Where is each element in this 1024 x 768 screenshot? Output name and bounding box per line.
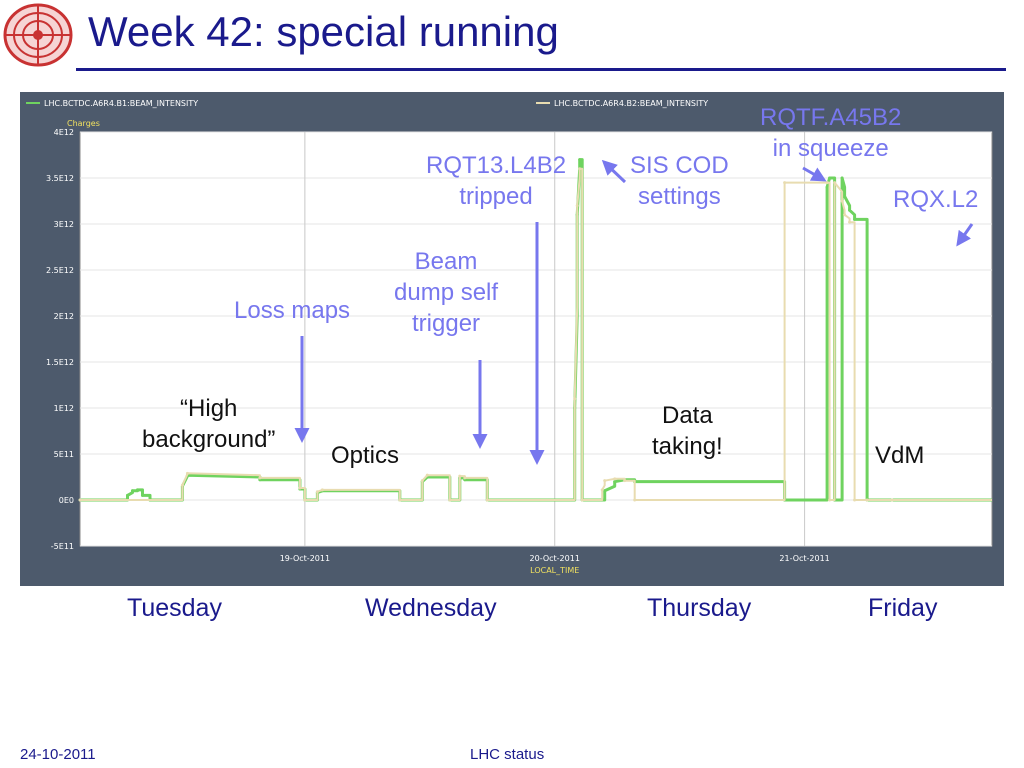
data-point	[78, 498, 82, 502]
annotation-high-background: “High background”	[142, 395, 276, 454]
annotation-rqx-l2: RQX.L2	[893, 186, 979, 213]
data-point	[135, 488, 139, 492]
annotation-sis-cod-settings: SIS COD settings	[630, 152, 729, 211]
y-tick-label: 3E12	[54, 220, 74, 229]
data-point	[485, 498, 489, 502]
y-tick-label: 2E12	[54, 312, 74, 321]
data-point	[825, 181, 829, 185]
slide-title: Week 42: special running	[88, 8, 559, 55]
x-axis-title: LOCAL_TIME	[530, 566, 579, 575]
y-tick-label: 2.5E12	[46, 266, 74, 275]
data-point	[578, 158, 582, 162]
data-point	[573, 397, 577, 401]
data-point	[843, 194, 847, 198]
day-label-tuesday: Tuesday	[127, 594, 222, 622]
data-point	[603, 479, 607, 483]
data-point	[185, 471, 189, 475]
data-point	[575, 204, 579, 208]
y-tick-label: 3.5E12	[46, 174, 74, 183]
data-point	[828, 176, 832, 180]
lhc-ring-logo-icon	[3, 3, 73, 67]
data-point	[425, 473, 429, 477]
data-point	[633, 498, 637, 502]
data-point	[125, 493, 129, 497]
data-point	[613, 477, 617, 481]
data-point	[848, 220, 852, 224]
data-point	[303, 498, 307, 502]
x-tick-label: 19-Oct-2011	[280, 554, 330, 563]
day-label-friday: Friday	[868, 594, 938, 622]
data-point	[315, 490, 319, 494]
data-point	[840, 176, 844, 180]
data-point	[130, 489, 134, 493]
footer-date: 24-10-2011	[20, 746, 96, 763]
annotation-beam-dump-self-trigger: Beam dump self trigger	[394, 248, 499, 338]
data-point	[258, 476, 262, 480]
x-tick-label: 21-Oct-2011	[779, 554, 829, 563]
y-axis-title: Charges	[67, 119, 100, 128]
data-point	[140, 493, 144, 497]
title-underline	[76, 68, 1006, 71]
legend-label: LHC.BCTDC.A6R4.B1:BEAM_INTENSITY	[44, 99, 198, 108]
data-point	[843, 213, 847, 217]
data-point	[298, 486, 302, 490]
day-label-wednesday: Wednesday	[365, 594, 497, 622]
day-label-thursday: Thursday	[647, 594, 752, 622]
annotation-vdm: VdM	[875, 442, 925, 469]
data-point	[623, 479, 627, 483]
annotation-loss-maps: Loss maps	[234, 297, 351, 324]
data-point	[890, 498, 894, 502]
y-tick-label: 0E0	[59, 496, 74, 505]
data-point	[448, 498, 452, 502]
annotation-rqtf-in-squeeze: RQTF.A45B2 in squeeze	[760, 104, 902, 163]
data-point	[825, 185, 829, 189]
series-line-2	[80, 167, 992, 501]
data-point	[580, 498, 584, 502]
footer-center: LHC status	[470, 746, 545, 763]
data-point	[853, 498, 857, 502]
y-tick-label: 1E12	[54, 404, 74, 413]
data-point	[613, 480, 617, 484]
y-tick-label: 1.5E12	[46, 358, 74, 367]
y-tick-label: 5E11	[54, 450, 74, 459]
annotation-optics: Optics	[331, 442, 400, 469]
data-point	[398, 498, 402, 502]
annotation-data-taking: Data taking!	[652, 402, 723, 461]
annotation-rqt13-tripped: RQT13.L4B2 tripped	[426, 152, 567, 211]
data-point	[833, 181, 837, 185]
data-point	[463, 476, 467, 480]
y-tick-label: -5E11	[51, 542, 74, 551]
y-tick-label: 4E12	[54, 128, 74, 137]
data-point	[180, 483, 184, 487]
data-point	[458, 474, 462, 478]
data-point	[320, 488, 324, 492]
x-tick-label: 20-Oct-2011	[530, 554, 580, 563]
data-point	[783, 181, 787, 185]
data-point	[420, 479, 424, 483]
data-point	[853, 217, 857, 221]
data-point	[578, 167, 582, 171]
data-point	[865, 498, 869, 502]
data-point	[848, 208, 852, 212]
data-point	[828, 498, 832, 502]
data-point	[840, 199, 844, 203]
legend-label: LHC.BCTDC.A6R4.B2:BEAM_INTENSITY	[554, 99, 708, 108]
data-point	[600, 488, 604, 492]
data-point	[603, 489, 607, 493]
